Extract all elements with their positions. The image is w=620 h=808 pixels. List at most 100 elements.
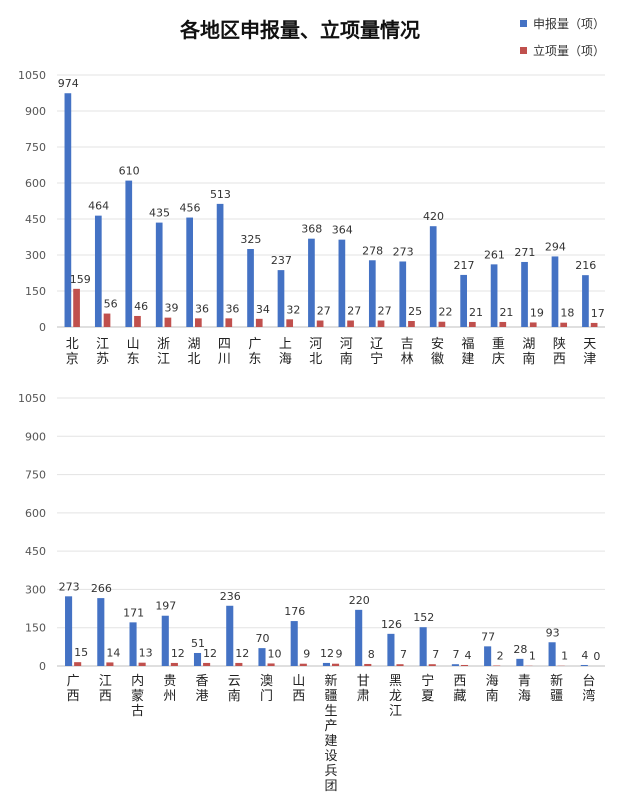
data-label-declared: 435 — [149, 207, 170, 220]
bar-approved — [499, 322, 506, 327]
bar-declared — [308, 239, 315, 327]
bar-declared — [516, 659, 523, 666]
bar-approved — [378, 321, 385, 327]
data-label-declared: 176 — [284, 605, 305, 618]
data-label-declared: 261 — [484, 248, 505, 261]
bar-approved — [530, 322, 537, 327]
data-label-approved: 25 — [408, 305, 422, 318]
data-label-declared: 974 — [58, 77, 79, 90]
bar-approved — [225, 318, 232, 327]
bar-approved — [429, 664, 436, 666]
data-label-approved: 4 — [464, 649, 471, 662]
bar-declared — [355, 610, 362, 666]
data-label-declared: 217 — [454, 259, 475, 272]
data-label-declared: 420 — [423, 210, 444, 223]
x-tick-label: 福建 — [461, 337, 474, 367]
chart-panel-bottom: 0150300450600750900105027315广西26614江西171… — [18, 392, 605, 794]
y-tick-label: 600 — [25, 507, 46, 520]
bar-declared — [491, 264, 498, 327]
data-label-declared: 237 — [271, 254, 292, 267]
y-tick-label: 1050 — [18, 392, 46, 405]
x-tick-label: 甘肃 — [357, 674, 370, 704]
y-tick-label: 450 — [25, 545, 46, 558]
data-label-approved: 12 — [235, 647, 249, 660]
bar-approved — [256, 319, 263, 327]
legend-swatch-approved — [520, 47, 527, 54]
legend: 申报量（项） 立项量（项） — [520, 16, 605, 58]
data-label-declared: 28 — [513, 643, 527, 656]
data-label-declared: 513 — [210, 188, 231, 201]
bar-approved — [364, 664, 371, 666]
bar-declared — [399, 261, 406, 327]
y-tick-label: 900 — [25, 430, 46, 443]
data-label-approved: 22 — [439, 306, 453, 319]
y-tick-label: 900 — [25, 105, 46, 118]
x-tick-label: 贵州 — [163, 674, 176, 704]
bar-approved — [439, 322, 446, 327]
bar-declared — [369, 260, 376, 327]
data-label-declared: 4 — [581, 649, 588, 662]
data-label-declared: 220 — [349, 594, 370, 607]
data-label-approved: 19 — [530, 306, 544, 319]
y-tick-label: 600 — [25, 177, 46, 190]
x-tick-label: 陕西 — [553, 337, 566, 367]
data-label-declared: 93 — [546, 626, 560, 639]
legend-label-declared: 申报量（项） — [533, 16, 605, 31]
bar-declared — [65, 93, 72, 327]
bar-approved — [469, 322, 476, 327]
legend-swatch-declared — [520, 20, 527, 27]
bar-declared — [291, 621, 298, 666]
x-tick-label: 湖北 — [187, 337, 200, 367]
bar-declared — [460, 275, 467, 327]
data-label-approved: 9 — [303, 648, 310, 661]
data-label-declared: 7 — [452, 648, 459, 661]
x-tick-label: 新疆生产建设兵团 — [324, 673, 337, 794]
y-tick-label: 300 — [25, 583, 46, 596]
bar-declared — [582, 275, 589, 327]
x-tick-label: 天津 — [583, 337, 596, 367]
data-label-approved: 2 — [497, 649, 504, 662]
data-label-declared: 266 — [91, 582, 112, 595]
bar-declared — [226, 606, 233, 666]
bar-declared — [323, 663, 330, 666]
data-label-declared: 271 — [514, 246, 535, 259]
bar-declared — [420, 627, 427, 666]
data-label-declared: 273 — [393, 245, 414, 258]
data-label-declared: 236 — [220, 590, 241, 603]
data-label-declared: 70 — [256, 632, 270, 645]
bar-declared — [484, 646, 491, 666]
bar-declared — [162, 616, 169, 666]
bar-approved — [235, 663, 242, 666]
y-tick-label: 1050 — [18, 69, 46, 82]
y-tick-label: 750 — [25, 469, 46, 482]
bar-declared — [97, 598, 104, 666]
bar-declared — [217, 204, 224, 327]
bar-approved — [493, 665, 500, 666]
bar-declared — [278, 270, 285, 327]
x-tick-label: 重庆 — [492, 336, 505, 367]
y-tick-label: 150 — [25, 622, 46, 635]
bar-declared — [65, 596, 72, 666]
y-tick-label: 300 — [25, 249, 46, 262]
legend-label-approved: 立项量（项） — [533, 43, 605, 58]
bar-declared — [452, 664, 459, 666]
data-label-approved: 12 — [171, 647, 185, 660]
data-label-approved: 7 — [432, 648, 439, 661]
data-label-approved: 17 — [591, 307, 605, 320]
bar-declared — [581, 665, 588, 666]
x-tick-label: 澳门 — [260, 673, 273, 704]
x-tick-label: 四川 — [218, 337, 231, 367]
data-label-declared: 152 — [413, 611, 434, 624]
x-tick-label: 北京 — [66, 337, 79, 367]
bar-approved — [74, 662, 81, 666]
bar-approved — [332, 664, 339, 666]
x-tick-label: 黑龙江 — [389, 674, 402, 719]
bar-approved — [195, 318, 202, 327]
data-label-approved: 36 — [225, 302, 239, 315]
bar-approved — [408, 321, 415, 327]
data-label-declared: 197 — [155, 600, 176, 613]
data-label-approved: 15 — [74, 646, 88, 659]
bar-approved — [139, 663, 146, 666]
